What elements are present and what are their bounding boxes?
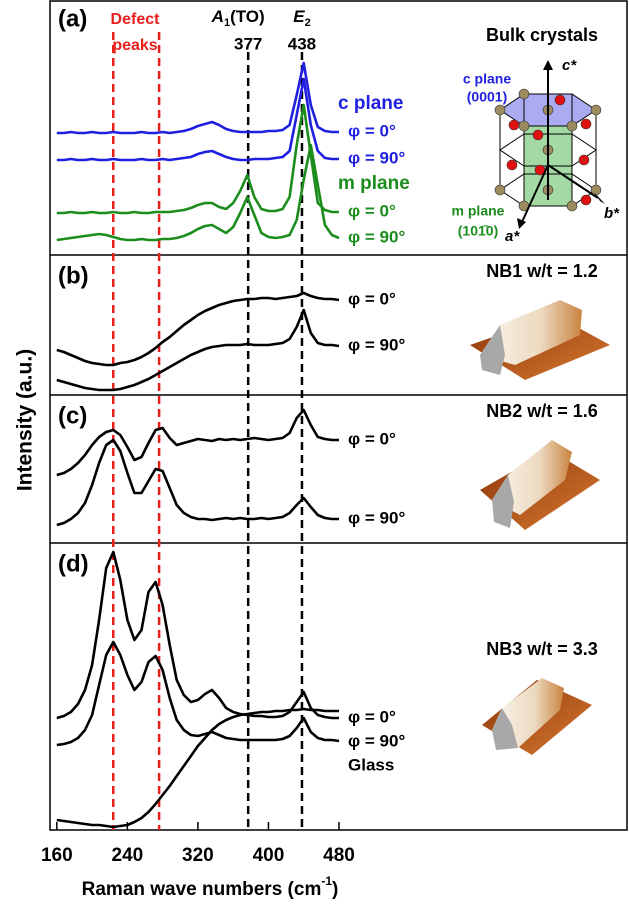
x-axis-title-end: ) bbox=[332, 879, 338, 900]
peak-label-sub: 2 bbox=[305, 17, 311, 29]
crystal-label: m plane bbox=[452, 203, 505, 219]
spectrum-line bbox=[56, 291, 340, 367]
peak-value: 438 bbox=[288, 34, 316, 53]
series-label: φ = 0° bbox=[348, 201, 396, 220]
series-label: φ = 90° bbox=[348, 148, 405, 167]
spectrum-line bbox=[56, 61, 339, 135]
spectrum-line bbox=[56, 308, 340, 392]
peak-label-rest: (TO) bbox=[230, 7, 265, 26]
series-label: φ = 0° bbox=[348, 707, 396, 726]
spectrum-line bbox=[56, 103, 339, 215]
x-axis-title: Raman wave numbers (cm-1) bbox=[82, 874, 339, 900]
crystal-label: c plane bbox=[463, 71, 511, 87]
series-label: φ = 0° bbox=[348, 289, 396, 308]
panel-label: (d) bbox=[58, 550, 89, 577]
defect-label: Defect bbox=[111, 11, 161, 28]
group-label: m plane bbox=[338, 173, 410, 194]
series-label: Glass bbox=[348, 755, 394, 774]
spectrum-line bbox=[56, 143, 340, 242]
afm-inset bbox=[482, 678, 592, 755]
crystal-label: (101̄0) bbox=[458, 223, 498, 239]
spectrum-line bbox=[56, 550, 339, 720]
afm-inset bbox=[470, 300, 610, 380]
series-label: φ = 0° bbox=[348, 429, 396, 448]
series-label: φ = 0° bbox=[348, 121, 396, 140]
axis-label: b* bbox=[604, 205, 620, 222]
crystal-label: (0001) bbox=[467, 89, 507, 105]
panel-label: (b) bbox=[58, 262, 89, 289]
axis-label: a* bbox=[505, 228, 520, 245]
peak-label-sub: 1 bbox=[224, 17, 230, 29]
spectrum-line bbox=[56, 77, 339, 162]
group-label: c plane bbox=[338, 93, 403, 114]
spectrum-line bbox=[56, 707, 339, 829]
series-label: φ = 90° bbox=[348, 335, 405, 354]
afm-inset bbox=[480, 440, 600, 530]
x-tick-label: 320 bbox=[182, 845, 214, 866]
series-label: φ = 90° bbox=[348, 227, 405, 246]
series-label: φ = 90° bbox=[348, 508, 405, 527]
peak-label: E2 bbox=[293, 7, 310, 28]
peak-label-main: A bbox=[211, 7, 224, 26]
panel-caption: NB2 w/t = 1.6 bbox=[486, 401, 598, 421]
x-axis-title-sup: -1 bbox=[321, 874, 332, 888]
peak-label-main: E bbox=[293, 7, 305, 26]
panel-label: (c) bbox=[58, 402, 87, 429]
spectrum-line bbox=[56, 640, 340, 747]
peak-value: 377 bbox=[234, 34, 262, 53]
spectrum-line bbox=[56, 408, 339, 477]
y-axis-title: Intensity (a.u.) bbox=[14, 349, 37, 491]
crystal-diagram bbox=[494, 60, 605, 229]
x-tick-label: 480 bbox=[323, 845, 355, 866]
bulk-title: Bulk crystals bbox=[486, 25, 598, 45]
axis-label: c* bbox=[562, 57, 577, 74]
panel-caption: NB1 w/t = 1.2 bbox=[486, 261, 598, 281]
x-tick-label: 400 bbox=[253, 845, 285, 866]
panel-label: (a) bbox=[58, 5, 87, 32]
series-label: φ = 90° bbox=[348, 731, 405, 750]
peak-label: A1(TO) bbox=[211, 7, 265, 28]
panel-caption: NB3 w/t = 3.3 bbox=[486, 639, 598, 659]
spectrum-line bbox=[56, 438, 339, 527]
x-tick-label: 240 bbox=[112, 845, 144, 866]
x-axis-title-main: Raman wave numbers (cm bbox=[82, 879, 322, 900]
defect-label: peaks bbox=[112, 37, 157, 54]
x-tick-label: 160 bbox=[41, 845, 73, 866]
